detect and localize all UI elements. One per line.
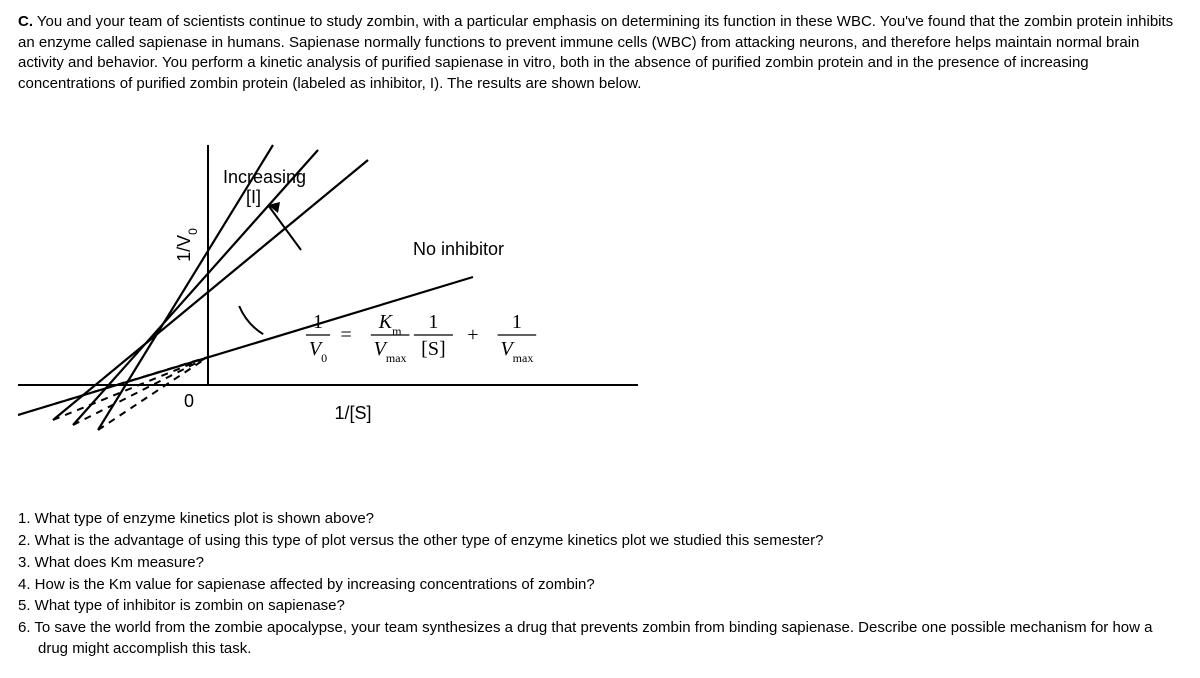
- svg-text:Vmax: Vmax: [374, 338, 407, 365]
- section-c-prompt: C. You and your team of scientists conti…: [18, 12, 1182, 95]
- question-1: 1. What type of enzyme kinetics plot is …: [18, 509, 1182, 530]
- svg-text:[S]: [S]: [421, 338, 445, 360]
- svg-text:No inhibitor: No inhibitor: [413, 239, 504, 259]
- section-text: You and your team of scientists continue…: [18, 13, 1173, 92]
- question-list: 1. What type of enzyme kinetics plot is …: [18, 509, 1182, 659]
- svg-text:Increasing: Increasing: [223, 167, 306, 187]
- section-label: C.: [18, 13, 33, 30]
- question-5: 5. What type of inhibitor is zombin on s…: [18, 596, 1182, 617]
- svg-text:[I]: [I]: [246, 187, 261, 207]
- question-3: 3. What does Km measure?: [18, 553, 1182, 574]
- svg-text:0: 0: [184, 391, 194, 411]
- question-4: 4. How is the Km value for sapienase aff…: [18, 575, 1182, 596]
- svg-text:1: 1: [313, 311, 323, 333]
- svg-text:Vmax: Vmax: [500, 338, 533, 365]
- figure-wrap: 0 1/V0 1/[S] Increasing[I] No inhibitor 1 V0 = K…: [18, 117, 1182, 490]
- svg-text:1: 1: [512, 311, 522, 333]
- question-2: 2. What is the advantage of using this t…: [18, 531, 1182, 552]
- svg-text:+: +: [467, 324, 478, 346]
- svg-text:1/V0: 1/V0: [174, 228, 200, 262]
- svg-text:V0: V0: [309, 338, 327, 365]
- question-6: 6. To save the world from the zombie apo…: [18, 618, 1182, 659]
- page: C. You and your team of scientists conti…: [0, 0, 1200, 678]
- svg-text:Km: Km: [378, 311, 402, 338]
- svg-text:1: 1: [428, 311, 438, 333]
- kinetics-plot: 0 1/V0 1/[S] Increasing[I] No inhibitor 1 V0 = K…: [18, 125, 638, 462]
- svg-text:1/[S]: 1/[S]: [334, 403, 371, 423]
- svg-text:=: =: [340, 324, 351, 346]
